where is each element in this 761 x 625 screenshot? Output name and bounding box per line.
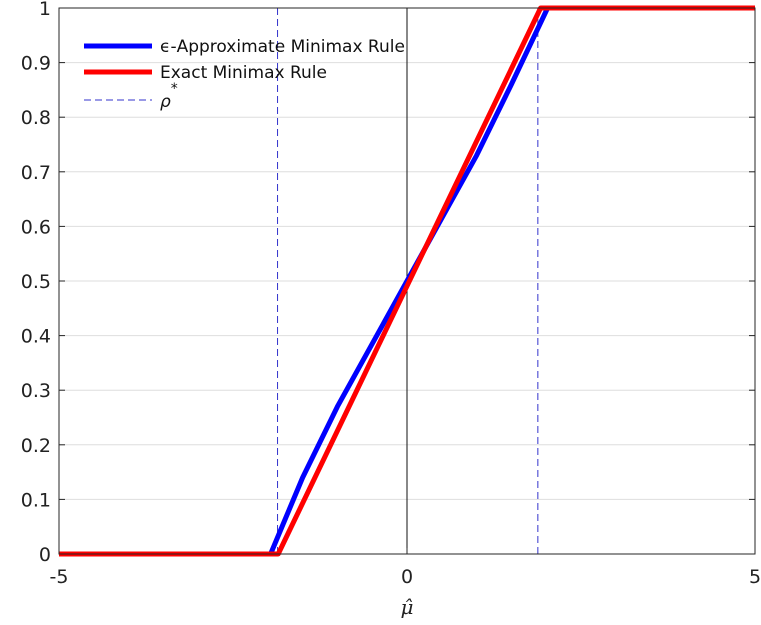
y-tick-label: 0: [39, 544, 51, 566]
legend-label: ϵ-Approximate Minimax Rule: [160, 37, 405, 57]
y-tick-label: 0.4: [21, 326, 51, 348]
y-tick-label: 0.8: [21, 107, 51, 129]
y-tick-label: 0.5: [21, 271, 51, 293]
y-tick-label: 0.1: [21, 489, 51, 511]
legend-label: Exact Minimax Rule: [160, 63, 327, 83]
y-axis-ticks: 0 0.1 0.2 0.3 0.4 0.5 0.6 0.7 0.8 0.9 1: [21, 0, 755, 566]
legend: ϵ-Approximate Minimax Rule Exact Minimax …: [84, 37, 405, 112]
x-tick-label: -5: [50, 566, 69, 588]
x-tick-label: 5: [749, 566, 761, 588]
rho-star-lines: [277, 8, 539, 554]
x-axis-ticks: -5 0 5: [50, 548, 761, 588]
y-tick-label: 1: [39, 0, 51, 20]
y-tick-label: 0.2: [21, 435, 51, 457]
x-tick-label: 0: [401, 566, 413, 588]
y-tick-label: 0.3: [21, 380, 51, 402]
y-tick-label: 0.7: [21, 162, 51, 184]
y-tick-label: 0.6: [21, 216, 51, 238]
y-tick-label: 0.9: [21, 53, 51, 75]
x-axis-label: μ̂: [401, 595, 414, 619]
